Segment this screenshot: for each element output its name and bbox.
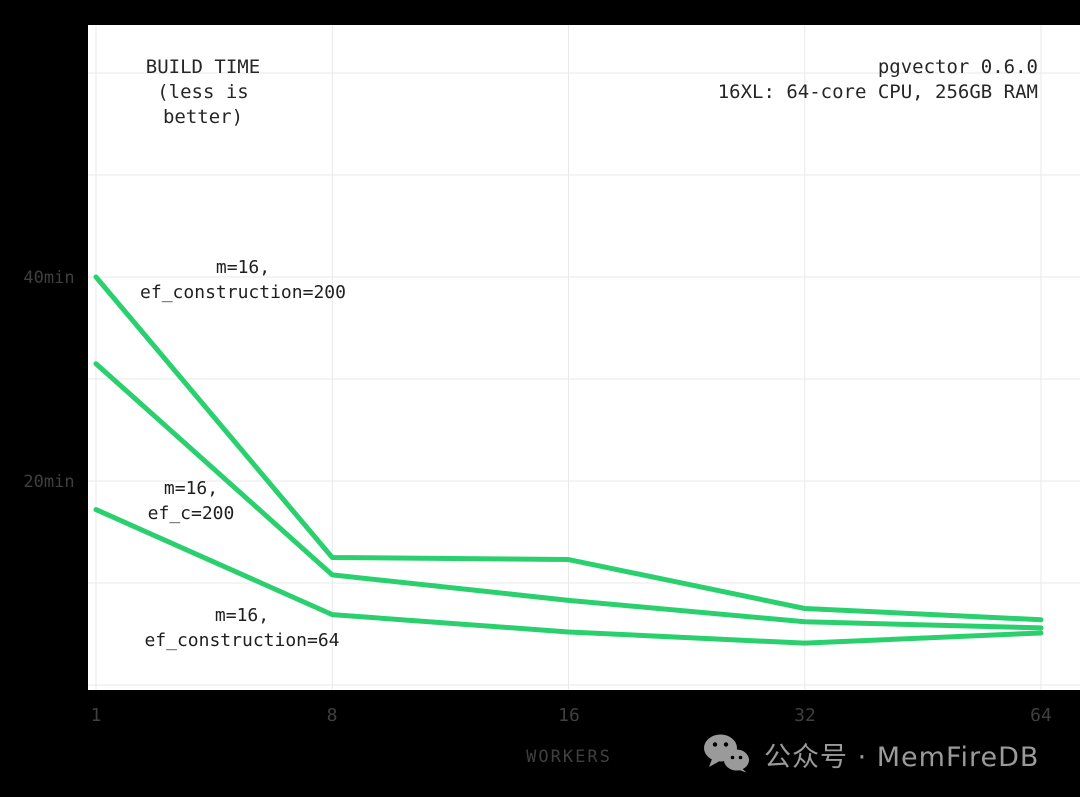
series-label-line1: m=16, — [215, 257, 271, 278]
series-label-line2: ef_construction=64 — [144, 630, 340, 651]
chart-meta-version: pgvector 0.6.0 — [877, 56, 1038, 78]
x-axis-tick-8: 8 — [326, 705, 338, 726]
watermark: 公众号 · MemFireDB — [702, 731, 1039, 778]
series-label-line2: ef_construction=200 — [140, 282, 346, 303]
y-axis-tick-40min: 40min — [23, 268, 75, 288]
x-axis-label: WORKERS — [526, 747, 612, 767]
chart-title: BUILD TIME (less is better) — [113, 55, 293, 130]
series-label-ef-c-200: m=16, ef_c=200 — [101, 476, 281, 526]
x-axis-tick-64: 64 — [1030, 705, 1052, 726]
watermark-text: 公众号 · MemFireDB — [764, 742, 1040, 773]
chart-meta: pgvector 0.6.0 16XL: 64-core CPU, 256GB … — [718, 55, 1038, 105]
series-label-line1: m=16, — [214, 605, 270, 626]
chart-meta-hardware: 16XL: 64-core CPU, 256GB RAM — [717, 81, 1038, 103]
line-chart — [88, 25, 1080, 690]
series-label-line1: m=16, — [163, 478, 219, 499]
series-label-ef-construction-200: m=16, ef_construction=200 — [133, 255, 353, 305]
x-axis-tick-1: 1 — [90, 705, 102, 726]
x-axis-tick-16: 16 — [558, 705, 580, 726]
chart-area: BUILD TIME (less is better) pgvector 0.6… — [88, 25, 1080, 690]
x-axis-tick-32: 32 — [794, 705, 816, 726]
chart-title-line2: (less is better) — [157, 81, 249, 128]
wechat-icon — [702, 733, 750, 777]
series-label-line2: ef_c=200 — [147, 503, 235, 524]
series-label-ef-construction-64: m=16, ef_construction=64 — [132, 603, 352, 653]
y-axis-tick-20min: 20min — [23, 472, 75, 492]
chart-title-line1: BUILD TIME — [145, 56, 261, 78]
